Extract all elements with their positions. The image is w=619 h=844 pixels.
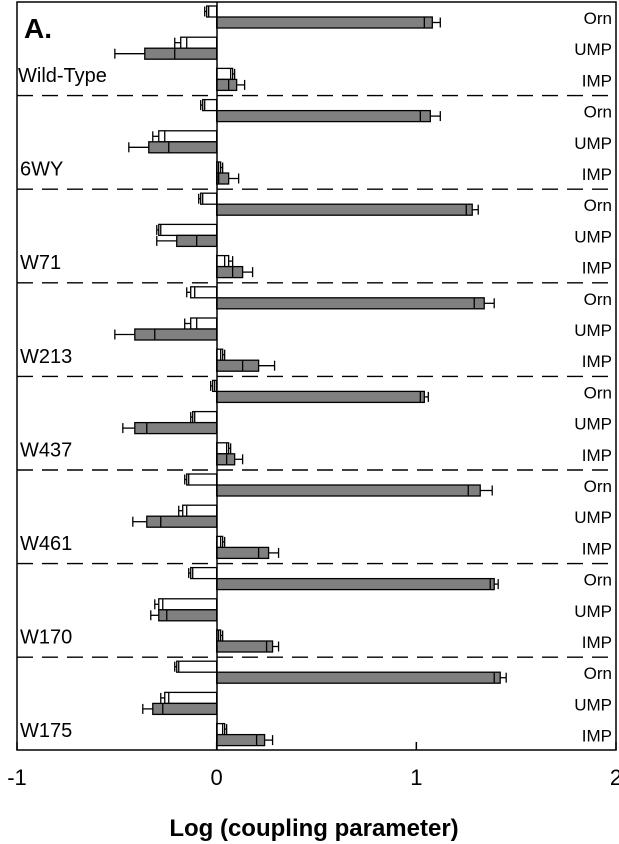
x-axis-label: Log (coupling parameter) [169, 815, 458, 842]
ligand-label: UMP [574, 602, 612, 621]
bar-shaded [216, 203, 473, 216]
bar-shaded [144, 47, 218, 60]
bar-shaded [216, 359, 260, 372]
ligand-label: UMP [574, 227, 612, 246]
bar-open [164, 691, 218, 705]
ligand-label: Orn [584, 290, 612, 309]
ligand-label: IMP [582, 259, 612, 278]
ligand-label: IMP [582, 352, 612, 371]
group-label: Wild-Type [18, 65, 107, 87]
bar-open [158, 130, 218, 143]
ligand-label: Orn [584, 383, 612, 402]
bar-shaded [216, 733, 266, 747]
x-tick-label: 0 [211, 765, 223, 790]
bar-shaded [216, 390, 425, 404]
bar-shaded [216, 109, 431, 123]
ligand-labels: Orn UMP IMP Orn UMP IMP Orn UMP IMP Orn UMP IMP Orn U… [574, 9, 612, 746]
ligand-label: Orn [584, 571, 612, 590]
bar-open [216, 722, 226, 736]
bar-open [216, 254, 230, 268]
bar-shaded [146, 515, 218, 528]
group-labels: Wild-Type 6WY W71 W213 W437 W461 W170 W175 [18, 65, 107, 742]
bar-shaded [216, 265, 244, 279]
ligand-label: UMP [574, 508, 612, 527]
panel-label: A. [24, 13, 52, 44]
ligand-label: IMP [582, 165, 612, 184]
group-label: W213 [20, 346, 72, 368]
ligand-label: UMP [574, 134, 612, 153]
ligand-label: Orn [584, 196, 612, 215]
bar-shaded [148, 141, 218, 154]
bar-open [158, 223, 218, 237]
ligand-label: UMP [574, 40, 612, 59]
bar-series [114, 5, 507, 747]
group-label: W437 [20, 439, 72, 461]
group-label: W175 [20, 720, 72, 742]
bar-shaded [158, 609, 218, 622]
group-separators [17, 94, 616, 658]
ligand-label: IMP [582, 539, 612, 558]
bar-open [190, 317, 218, 330]
bar-shaded [216, 78, 238, 92]
ligand-label: UMP [574, 415, 612, 434]
ligand-label: Orn [584, 477, 612, 496]
group-label: W71 [20, 252, 61, 274]
ligand-label: IMP [582, 71, 612, 90]
x-tick-label: -1 [7, 765, 27, 790]
ligand-label: Orn [584, 103, 612, 122]
bar-open [158, 598, 218, 611]
ligand-label: IMP [582, 446, 612, 465]
x-tick-label: 2 [610, 765, 619, 790]
ligand-label: IMP [582, 727, 612, 746]
bar-shaded [216, 546, 270, 560]
x-tick-label: 1 [410, 765, 422, 790]
bar-shaded [216, 640, 274, 653]
ligand-label: Orn [584, 9, 612, 28]
bar-shaded [134, 328, 218, 341]
bar-open [186, 473, 218, 486]
bar-open [190, 566, 218, 580]
bar-shaded [216, 16, 433, 29]
bar-open [182, 504, 218, 517]
bar-shaded [216, 671, 501, 684]
ligand-label: UMP [574, 321, 612, 340]
ligand-label: UMP [574, 695, 612, 714]
bar-shaded [216, 453, 236, 466]
ligand-label: Orn [584, 664, 612, 683]
group-label: W170 [20, 627, 72, 649]
x-axis-ticks: -1 0 1 2 [7, 742, 619, 790]
bar-open [176, 660, 218, 673]
ligand-label: IMP [582, 633, 612, 652]
bar-shaded [216, 484, 481, 497]
group-label: W461 [20, 533, 72, 555]
bar-shaded [216, 577, 495, 591]
bar-shaded [216, 297, 485, 310]
bar-open [192, 410, 218, 424]
group-label: 6WY [20, 159, 63, 181]
